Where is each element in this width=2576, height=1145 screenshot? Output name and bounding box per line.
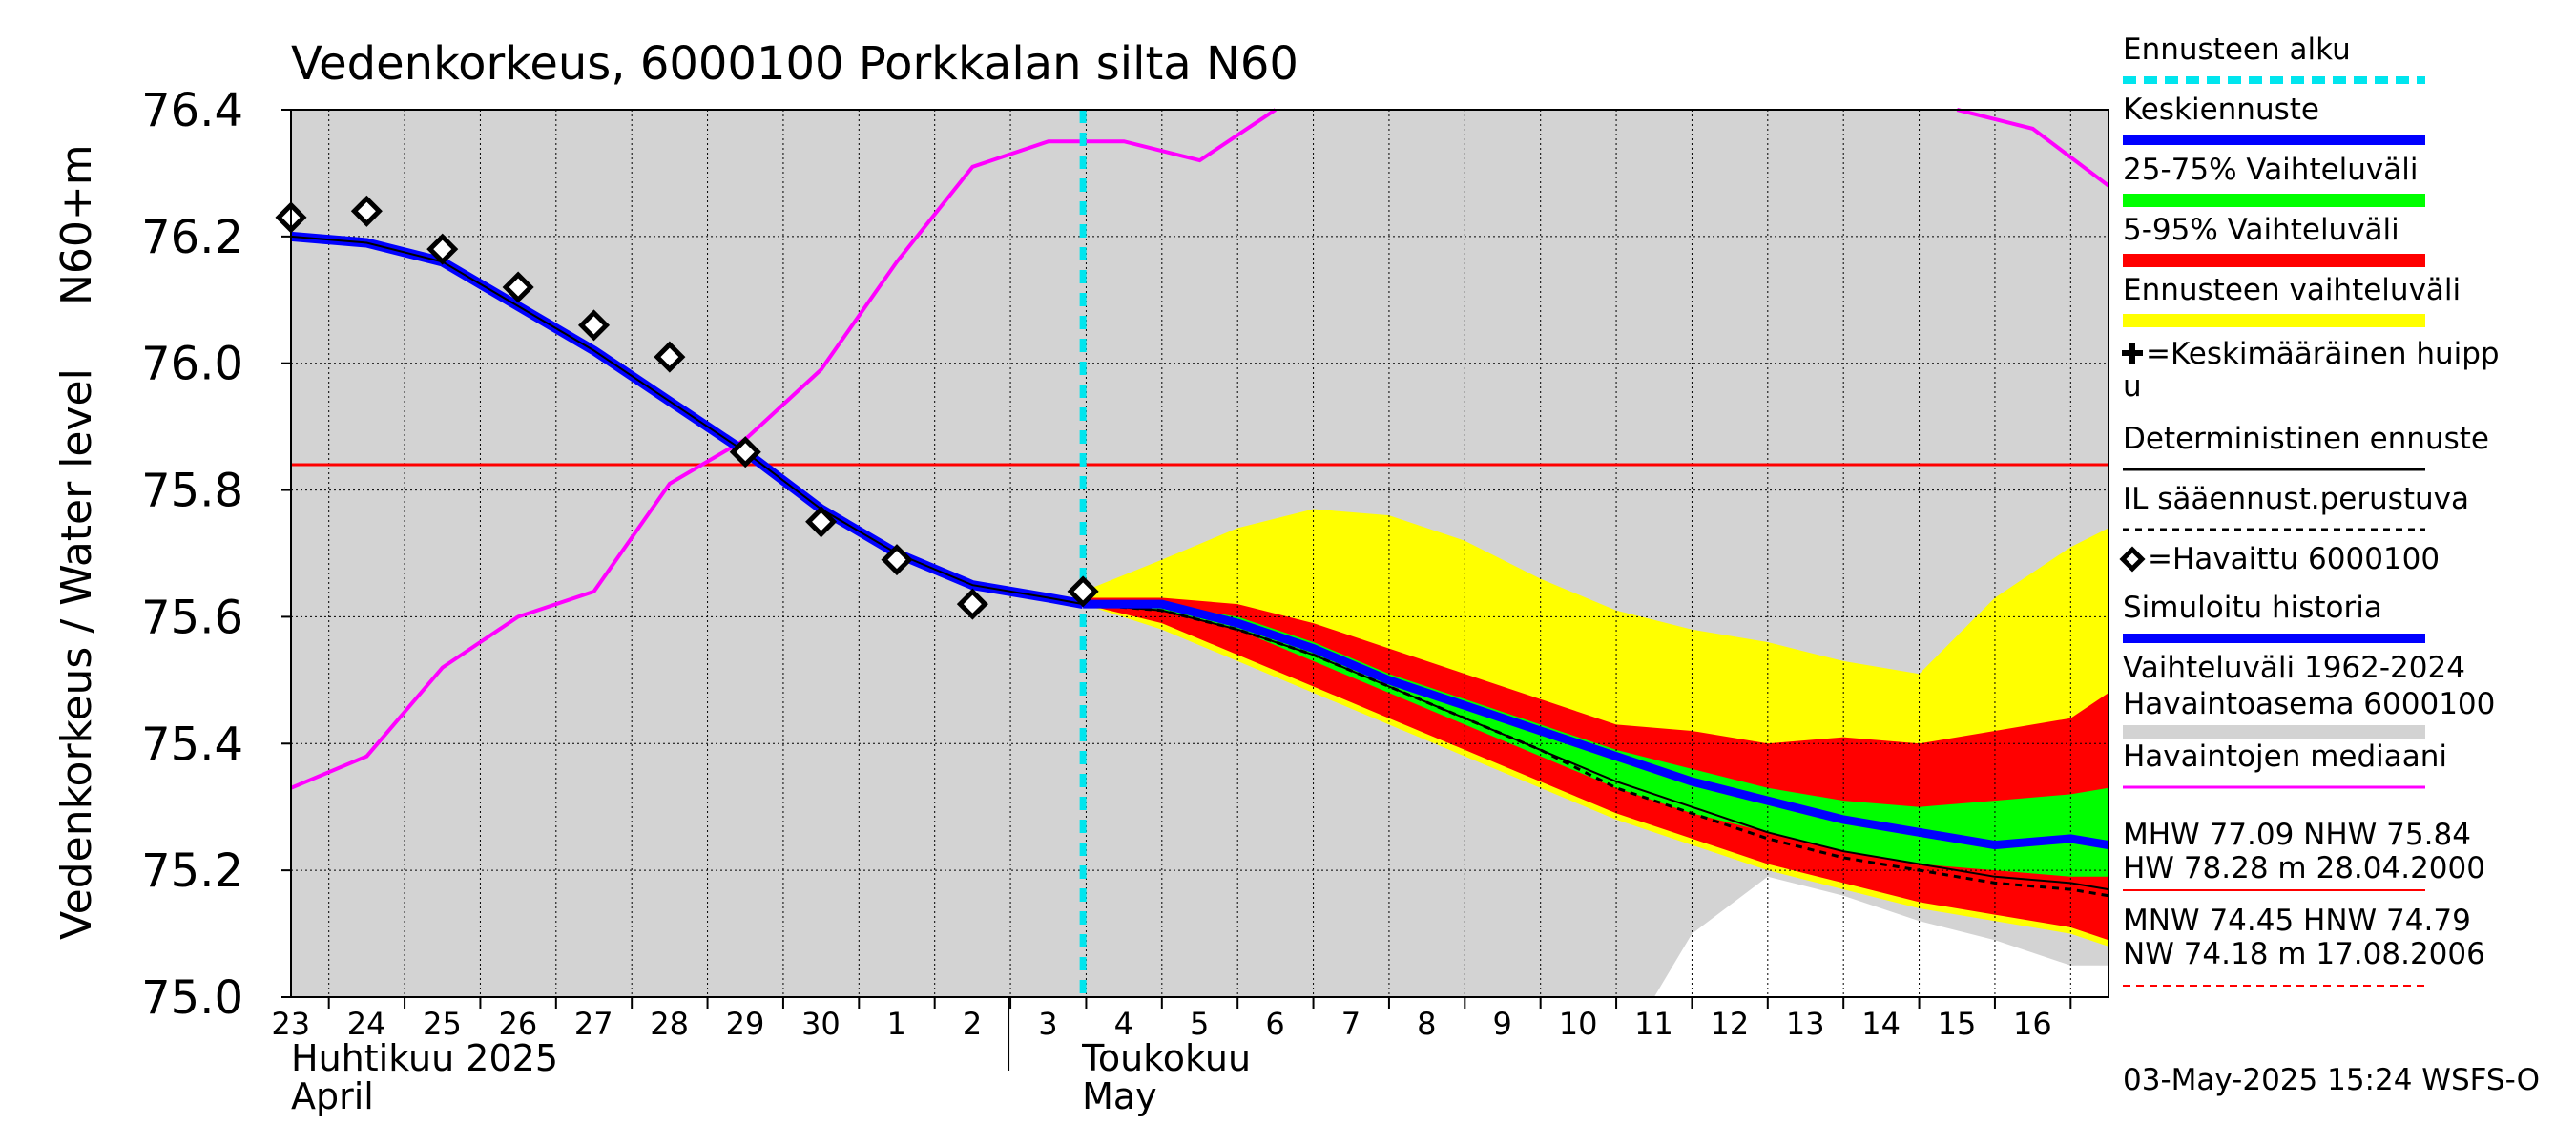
x-axis: 23 24 25 26 27 28 29 30 1 2 3 4 5 6 7 8 9 10 11 12 13 14 15 16H… xyxy=(271,997,2072,1117)
legend-label: Havaintojen mediaani xyxy=(2123,739,2447,774)
legend-label-continued: u xyxy=(2123,369,2142,404)
legend-swatch xyxy=(2123,725,2425,739)
observed-point xyxy=(577,309,611,342)
chart-title: Vedenkorkeus, 6000100 Porkkalan silta N6… xyxy=(291,37,1298,91)
observed-point xyxy=(805,506,838,538)
x-tick-label: 7 xyxy=(1341,1006,1361,1042)
x-tick-label: 8 xyxy=(1417,1006,1436,1042)
legend-swatch xyxy=(2119,546,2146,572)
range-25-75-band xyxy=(1083,604,2109,877)
x-tick-label: 15 xyxy=(1938,1006,1977,1042)
legend-label: 25-75% Vaihteluväli xyxy=(2123,153,2419,187)
x-tick-label: 24 xyxy=(347,1006,386,1042)
median-line xyxy=(290,108,1278,790)
simulated-history-centerline xyxy=(290,235,1084,606)
y-tick-label: 75.6 xyxy=(141,591,243,644)
month-label: Huhtikuu 2025 xyxy=(291,1037,558,1079)
observed-point xyxy=(426,233,459,265)
stats-line-3: MNW 74.45 HNW 74.79 xyxy=(2123,904,2471,938)
y-tick-label: 76.0 xyxy=(141,338,243,391)
y-tick-label: 75.0 xyxy=(141,971,243,1025)
observed-point xyxy=(956,588,988,620)
x-tick-label: 23 xyxy=(271,1006,310,1042)
plot-frame xyxy=(290,109,2109,998)
legend-label: =Keskimääräinen huipp xyxy=(2146,337,2500,371)
x-tick-label: 2 xyxy=(963,1006,982,1042)
plot-area xyxy=(275,108,2110,998)
observed-point xyxy=(350,195,383,227)
legend: Ennusteen alku Keskiennuste 25-75% Vaihtel… xyxy=(2119,32,2500,789)
month-label-english: May xyxy=(1082,1075,1157,1117)
legend-label: Deterministinen ennuste xyxy=(2123,422,2489,456)
y-axis-unit-label: N60+m xyxy=(52,144,101,305)
x-tick-label: 10 xyxy=(1559,1006,1598,1042)
stats-line-1: MHW 77.09 NHW 75.84 xyxy=(2123,818,2471,852)
x-tick-label: 25 xyxy=(423,1006,462,1042)
x-tick-label: 1 xyxy=(887,1006,906,1042)
x-tick-label: 3 xyxy=(1038,1006,1057,1042)
y-axis: 75.0 75.2 75.4 75.6 75.8 76.0 76.2 76.4 xyxy=(141,84,291,1025)
stats-line-2: HW 78.28 m 28.04.2000 xyxy=(2123,851,2485,885)
legend-label: Keskiennuste xyxy=(2123,93,2319,127)
x-tick-label: 28 xyxy=(650,1006,689,1042)
legend-label: =Havaittu 6000100 xyxy=(2148,542,2440,576)
x-tick-label: 11 xyxy=(1634,1006,1673,1042)
legend-label: Ennusteen vaihteluväli xyxy=(2123,273,2461,307)
observed-point xyxy=(881,544,913,576)
stats-line-4: NW 74.18 m 17.08.2006 xyxy=(2123,937,2485,971)
y-tick-label: 76.2 xyxy=(141,211,243,264)
il-forecast-line xyxy=(1082,602,2109,898)
observed-point xyxy=(729,436,761,468)
deterministic-forecast-line xyxy=(1083,603,2109,891)
observed-point xyxy=(1067,575,1099,608)
month-label-english: April xyxy=(291,1075,374,1117)
x-tick-label: 27 xyxy=(574,1006,613,1042)
mean-forecast-line xyxy=(1083,599,2109,850)
x-tick-label: 4 xyxy=(1114,1006,1133,1042)
x-tick-label: 16 xyxy=(2013,1006,2052,1042)
x-tick-label: 14 xyxy=(1861,1006,1901,1042)
y-tick-label: 75.4 xyxy=(141,718,243,771)
x-tick-label: 5 xyxy=(1190,1006,1209,1042)
timestamp: 03-May-2025 15:24 WSFS-O xyxy=(2123,1063,2540,1097)
legend-label-continued: Havaintoasema 6000100 xyxy=(2123,687,2495,721)
month-label: Toukokuu xyxy=(1081,1037,1251,1079)
legend-label: Ennusteen alku xyxy=(2123,32,2351,67)
y-tick-label: 75.2 xyxy=(141,844,243,898)
legend-swatch xyxy=(2123,254,2425,267)
y-tick-label: 76.4 xyxy=(141,84,243,137)
x-tick-label: 6 xyxy=(1265,1006,1284,1042)
legend-label: 5-95% Vaihteluväli xyxy=(2123,213,2399,247)
x-tick-label: 13 xyxy=(1786,1006,1825,1042)
y-tick-label: 75.8 xyxy=(141,465,243,518)
legend-swatch xyxy=(2123,194,2425,207)
y-axis-label: Vedenkorkeus / Water level xyxy=(52,368,101,940)
median-line xyxy=(1956,108,2110,188)
observed-point xyxy=(654,341,686,373)
x-tick-label: 30 xyxy=(801,1006,841,1042)
legend-swatch xyxy=(2123,314,2425,327)
x-tick-label: 12 xyxy=(1710,1006,1749,1042)
x-tick-label: 9 xyxy=(1493,1006,1512,1042)
legend-label: Vaihteluväli 1962-2024 xyxy=(2123,651,2465,685)
legend-label: IL sääennust.perustuva xyxy=(2123,482,2469,516)
observed-point xyxy=(502,271,534,303)
x-tick-label: 26 xyxy=(498,1006,537,1042)
legend-label: Simuloitu historia xyxy=(2123,591,2382,625)
x-tick-label: 29 xyxy=(726,1006,765,1042)
